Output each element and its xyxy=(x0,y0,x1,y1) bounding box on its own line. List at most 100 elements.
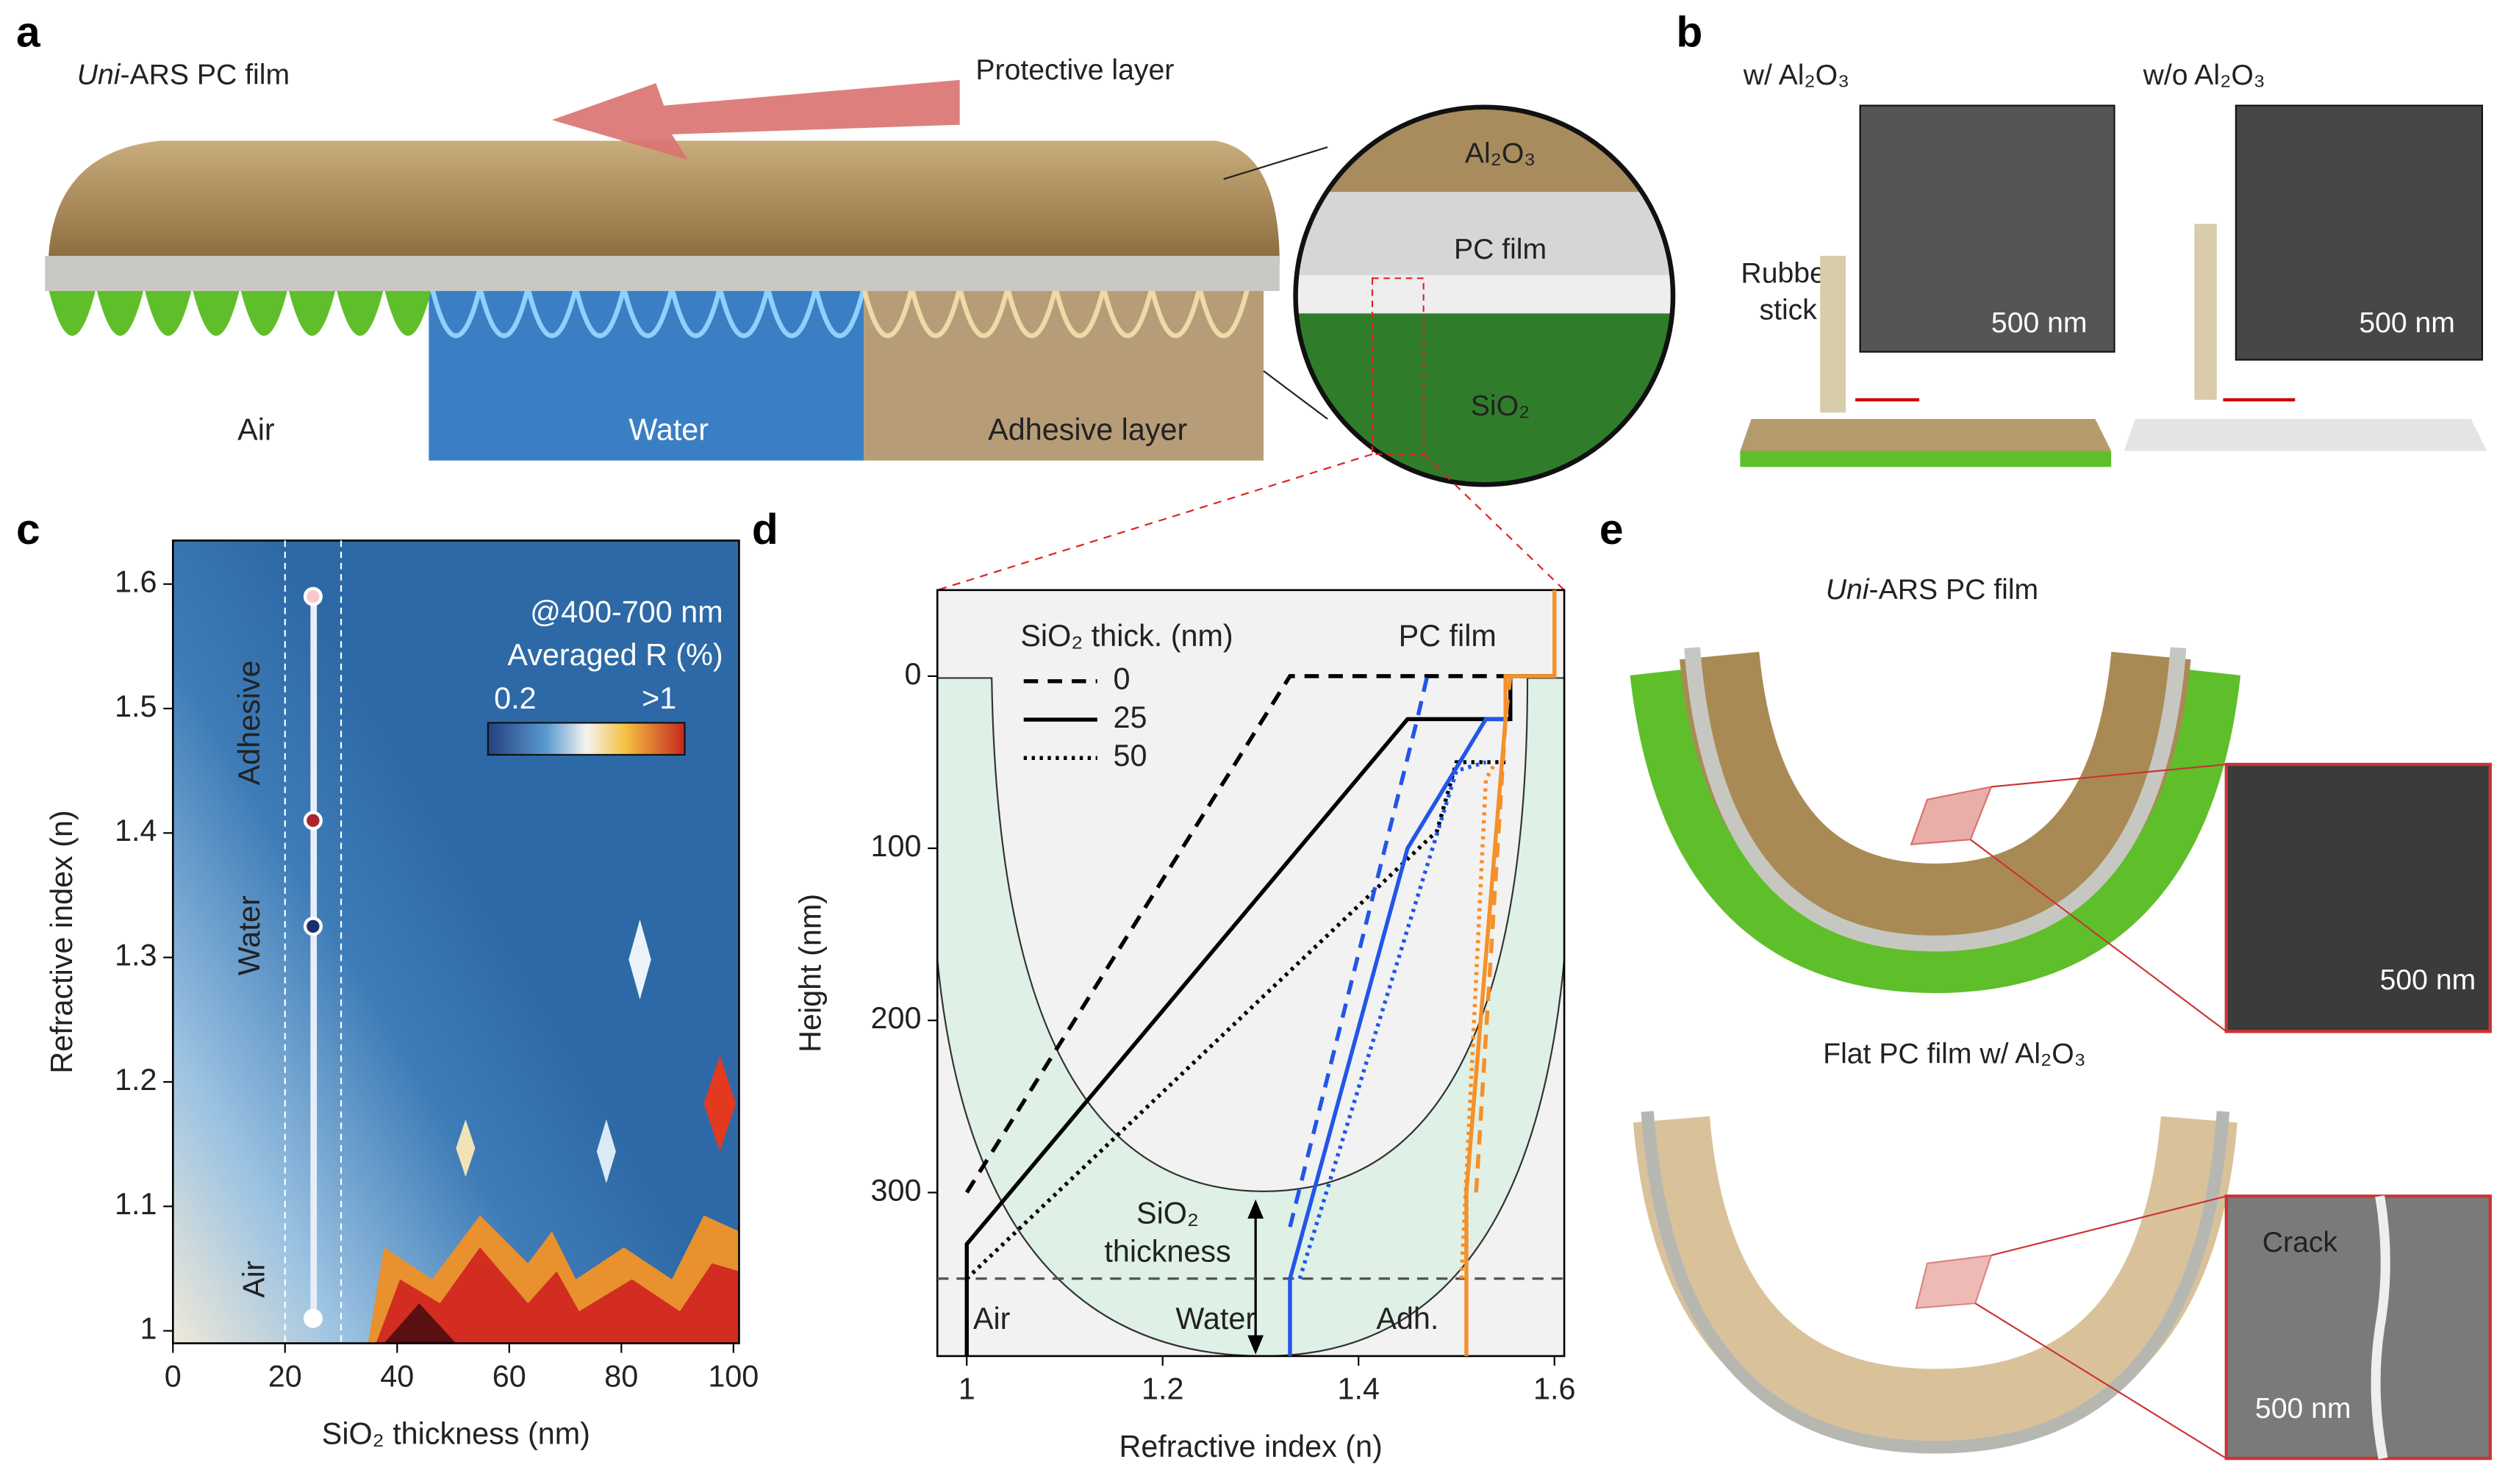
x-tick-label: 1.6 xyxy=(1533,1372,1575,1406)
label: Crack xyxy=(2262,1227,2338,1258)
label: Adhesive layer xyxy=(988,412,1187,446)
x-tick-label: 80 xyxy=(604,1359,638,1393)
legend-label: 0 xyxy=(1114,662,1131,696)
decoration xyxy=(429,287,867,338)
decoration xyxy=(1859,104,2115,353)
marker xyxy=(303,811,323,831)
decoration xyxy=(2224,762,2492,1033)
line xyxy=(965,760,1506,1280)
marker xyxy=(303,917,323,936)
decoration xyxy=(1991,763,2226,788)
decoration xyxy=(45,256,1280,291)
annotation: Adh. xyxy=(1376,1302,1438,1336)
label: b xyxy=(1676,8,1702,56)
decoration: Uni-ARS PC film xyxy=(1826,574,2038,606)
zoom-connector xyxy=(936,453,1373,591)
label: -ARS PC film xyxy=(1869,574,2039,606)
line xyxy=(1297,760,1487,1280)
panel-b: b w/ Al₂O₃ w/o Al₂O₃ 500 nm 500 nm Rubbe… xyxy=(1676,8,2487,467)
annotation: @400-700 nm xyxy=(530,595,723,628)
label: Uni xyxy=(1826,574,1870,606)
decoration xyxy=(1684,647,2187,952)
label: c xyxy=(16,506,40,553)
x-tick-label: 100 xyxy=(708,1359,759,1393)
annotation: Air xyxy=(973,1302,1011,1336)
legend-label: 50 xyxy=(1114,739,1147,773)
decoration xyxy=(487,722,686,756)
y-axis-label: Height (nm) xyxy=(793,894,827,1053)
decoration xyxy=(1641,1111,2230,1454)
decoration xyxy=(384,1303,456,1344)
label: Air xyxy=(237,412,275,446)
marker xyxy=(303,587,323,606)
label: Flat PC film w/ Al₂O₃ xyxy=(1823,1038,2086,1069)
decoration xyxy=(1820,256,1846,413)
medium-label: Adhesive xyxy=(232,660,266,785)
legend-label: 25 xyxy=(1114,700,1147,734)
decoration xyxy=(1247,1199,1264,1219)
label: w/o Al₂O₃ xyxy=(2143,60,2265,91)
panel-a: a Uni-ARS PC film Protective layer Air W… xyxy=(16,8,1676,487)
line xyxy=(1288,717,1506,1356)
panel-e: e Uni-ARS PC film 500 nm Flat PC film w/… xyxy=(1599,506,2492,1460)
label: Rubber xyxy=(1741,258,1835,290)
label: a xyxy=(16,8,41,56)
decoration xyxy=(1740,451,2112,467)
decoration xyxy=(936,677,1566,1358)
line xyxy=(1459,761,1498,1279)
x-axis-label: SiO₂ thickness (nm) xyxy=(322,1417,590,1451)
marker xyxy=(303,1308,323,1328)
decoration xyxy=(1910,785,1993,845)
decoration xyxy=(1974,1302,2227,1460)
y-tick-label: 1.5 xyxy=(115,689,157,723)
label: Water xyxy=(628,412,709,446)
x-tick-label: 1.2 xyxy=(1142,1372,1183,1406)
y-tick-label: 1.1 xyxy=(115,1187,157,1221)
label: d xyxy=(752,506,778,553)
y-tick-label: 200 xyxy=(870,1001,921,1035)
label: Uni xyxy=(77,60,121,91)
line xyxy=(1474,675,1513,1193)
decoration xyxy=(703,1055,737,1152)
x-tick-label: 40 xyxy=(380,1359,414,1393)
decoration xyxy=(2194,223,2217,400)
decoration xyxy=(376,1247,739,1344)
label: Al₂O₃ xyxy=(1465,137,1536,169)
label: SiO₂ xyxy=(1471,390,1530,422)
decoration xyxy=(1223,146,1328,180)
decoration: Uni-ARS PC film xyxy=(77,60,290,91)
label: e xyxy=(1599,506,1624,553)
plot-frame xyxy=(936,589,1566,1358)
decoration xyxy=(2235,104,2483,361)
x-tick-label: 0 xyxy=(165,1359,182,1393)
y-tick-label: 100 xyxy=(870,829,921,863)
y-tick-label: 1.2 xyxy=(115,1063,157,1097)
line xyxy=(964,674,1555,1194)
decoration xyxy=(551,79,960,160)
decoration xyxy=(1970,839,2227,1033)
decoration xyxy=(1991,1195,2227,1256)
x-tick-label: 20 xyxy=(268,1359,302,1393)
label: 500 nm xyxy=(2255,1393,2351,1424)
panel-c: c xyxy=(16,506,739,1344)
label: 500 nm xyxy=(1991,307,2088,339)
annotation: Averaged R (%) xyxy=(507,638,723,672)
label: stick xyxy=(1760,295,1818,326)
y-tick-label: 1.6 xyxy=(115,565,157,599)
decoration xyxy=(1295,275,1674,314)
decoration xyxy=(2124,419,2487,451)
annotation: SiO₂ xyxy=(1136,1196,1199,1230)
y-axis-label: Refractive index (n) xyxy=(45,810,79,1073)
x-tick-label: 60 xyxy=(492,1359,526,1393)
line xyxy=(1288,675,1430,1228)
decoration xyxy=(628,919,651,1000)
annotation: PC film xyxy=(1399,619,1497,653)
decoration xyxy=(48,140,1280,264)
decoration xyxy=(429,287,864,461)
legend-title: SiO₂ thick. (nm) xyxy=(1020,619,1233,653)
label: Protective layer xyxy=(975,54,1174,86)
decoration xyxy=(2224,1194,2492,1460)
label: PC film xyxy=(1454,234,1547,265)
